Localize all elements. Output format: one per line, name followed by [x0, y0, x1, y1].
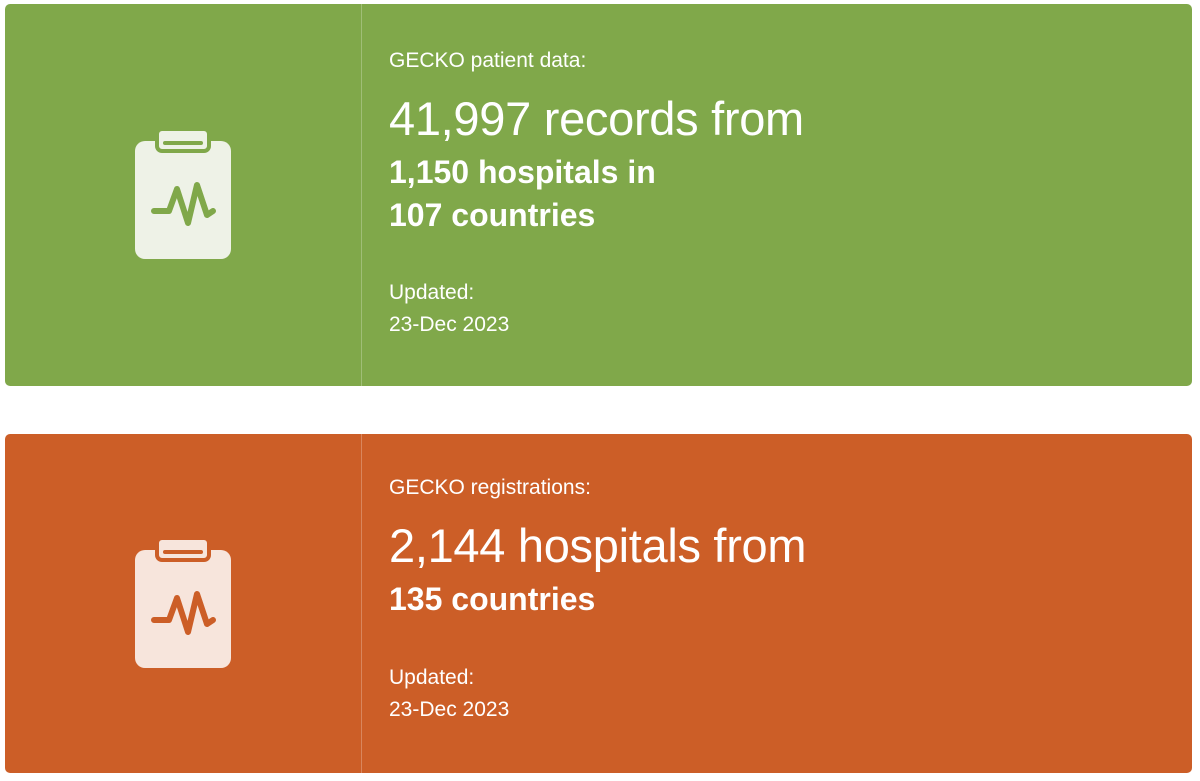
card-subtext: 135 countries: [389, 578, 1192, 621]
card-label: GECKO patient data:: [389, 49, 587, 72]
icon-panel: [5, 434, 362, 773]
card-label: GECKO registrations:: [389, 476, 591, 499]
subtext-line: 135 countries: [389, 581, 596, 617]
patient-data-text: GECKO patient data: 41,997 records from …: [362, 4, 1192, 386]
card-headline: 41,997 records from: [389, 92, 804, 145]
registrations-card: GECKO registrations: 2,144 hospitals fro…: [5, 434, 1192, 773]
icon-panel: [5, 4, 362, 386]
card-subtext: 1,150 hospitals in 107 countries: [389, 151, 1192, 237]
registrations-text: GECKO registrations: 2,144 hospitals fro…: [362, 434, 1192, 773]
updated-label: Updated:: [389, 666, 475, 689]
updated-info: Updated: 23-Dec 2023: [389, 662, 1192, 726]
subtext-line: 1,150 hospitals in: [389, 154, 656, 190]
updated-date: 23-Dec 2023: [389, 698, 510, 721]
clipboard-pulse-icon: [135, 131, 231, 259]
card-headline: 2,144 hospitals from: [389, 519, 807, 572]
subtext-line: 107 countries: [389, 197, 596, 233]
updated-label: Updated:: [389, 281, 475, 304]
patient-data-card: GECKO patient data: 41,997 records from …: [5, 4, 1192, 386]
updated-date: 23-Dec 2023: [389, 313, 510, 336]
clipboard-pulse-icon: [135, 539, 231, 668]
updated-info: Updated: 23-Dec 2023: [389, 277, 1192, 341]
